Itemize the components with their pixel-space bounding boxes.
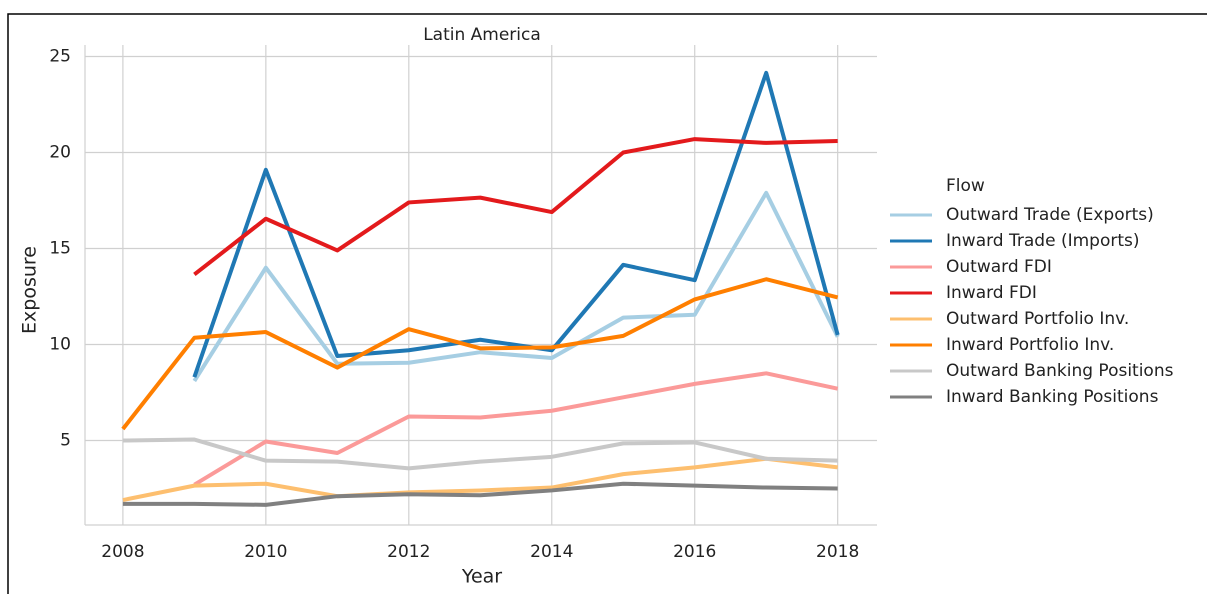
x-tick-label: 2016	[673, 542, 716, 562]
x-tick-label: 2018	[816, 542, 859, 562]
series-line	[122, 437, 838, 471]
legend-label: Inward Banking Positions	[946, 387, 1159, 407]
series-line	[192, 190, 840, 383]
x-tick-label: 2008	[101, 542, 144, 562]
legend-label: Inward Trade (Imports)	[946, 231, 1139, 251]
series-line	[122, 481, 838, 507]
y-tick-label: 15	[49, 239, 71, 259]
chart-title: Latin America	[423, 25, 541, 45]
series-line	[193, 371, 839, 487]
y-tick-label: 25	[49, 47, 71, 67]
legend-label: Inward FDI	[946, 283, 1037, 303]
series-line	[192, 70, 840, 378]
legend-label: Outward Portfolio Inv.	[946, 309, 1129, 329]
x-axis-label: Year	[461, 566, 502, 588]
legend-label: Outward Banking Positions	[946, 361, 1174, 381]
series-line	[121, 277, 839, 431]
y-tick-label: 10	[49, 335, 71, 355]
legend-label: Outward Trade (Exports)	[946, 205, 1154, 225]
legend-label: Outward FDI	[946, 257, 1052, 277]
legend-label: Inward Portfolio Inv.	[946, 335, 1114, 355]
legend-title: Flow	[946, 176, 985, 196]
series-line	[193, 137, 838, 277]
y-tick-label: 5	[60, 431, 71, 451]
frame	[7, 13, 1207, 594]
series-line	[122, 456, 838, 503]
x-tick-label: 2012	[387, 542, 430, 562]
x-tick-label: 2014	[530, 542, 573, 562]
y-tick-label: 20	[49, 143, 71, 163]
y-axis-label: Exposure	[19, 246, 41, 334]
x-tick-label: 2010	[244, 542, 287, 562]
